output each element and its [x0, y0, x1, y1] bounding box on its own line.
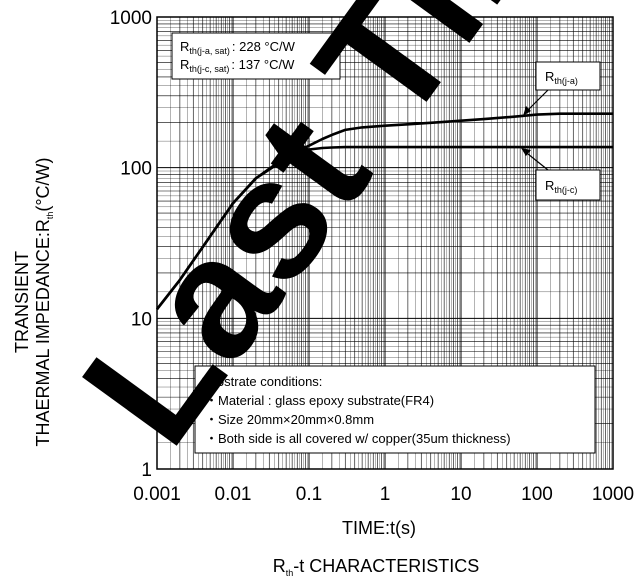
x-tick-label: 1 [380, 484, 391, 505]
x-tick-label: 1000 [592, 484, 634, 505]
info-row-ja: Rth(j-a, sat): 228 °C/W [180, 39, 296, 56]
y-tick-labels: 1 10 100 1000 [110, 8, 152, 481]
y-axis-label-line1: TRANSIENT [12, 251, 32, 353]
svg-text:Rth(j-c): Rth(j-c) [545, 178, 577, 195]
plot-frame [156, 16, 614, 470]
x-tick-label: 0.01 [215, 484, 252, 505]
y-axis-label: TRANSIENT THAERMAL IMPEDANCE:Rth(°C/W) [12, 157, 55, 446]
conditions-line-3: ・Both side is all covered w/ copper(35um… [205, 431, 511, 446]
x-tick-labels: 0.001 0.01 0.1 1 10 100 1000 [133, 484, 634, 505]
x-tick-label: 0.001 [133, 484, 181, 505]
y-tick-label: 100 [120, 159, 152, 180]
x-tick-label: 10 [450, 484, 471, 505]
conditions-line-2: ・Size 20mm×20mm×0.8mm [205, 412, 374, 427]
info-row-jc: Rth(j-c, sat): 137 °C/W [180, 57, 295, 74]
info-box: Rth(j-a, sat): 228 °C/W Rth(j-c, sat): 1… [171, 32, 341, 80]
conditions-box: Substrate conditions: ・Material : glass … [194, 365, 596, 454]
x-tick-label: 100 [521, 484, 553, 505]
chart-title: Rth-t CHARACTERISTICS [273, 556, 480, 578]
y-tick-label: 1 [141, 460, 152, 481]
y-axis-label-line2: THAERMAL IMPEDANCE:Rth(°C/W) [33, 157, 55, 446]
legend-label-ja: Rth(j-a) [523, 61, 601, 116]
svg-text:Rth(j-a): Rth(j-a) [545, 69, 578, 86]
series-line-rth-jc [155, 145, 613, 311]
x-tick-label: 0.1 [296, 484, 322, 505]
conditions-line-1: ・Material : glass epoxy substrate(FR4) [205, 393, 434, 408]
x-axis-label: TIME:t(s) [342, 518, 416, 538]
curves [155, 112, 613, 311]
y-tick-label: 1000 [110, 8, 152, 29]
y-tick-label: 10 [131, 309, 152, 330]
legend-label-jc: Rth(j-c) [521, 148, 601, 201]
conditions-heading: Substrate conditions: [201, 374, 322, 389]
